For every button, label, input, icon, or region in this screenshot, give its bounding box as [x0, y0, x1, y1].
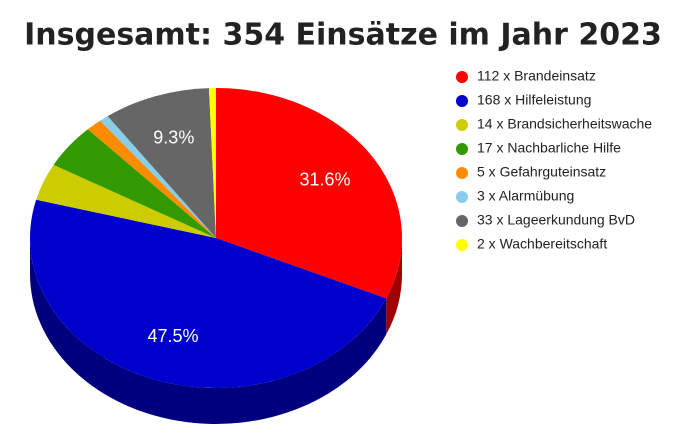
- legend-label: 17 x Nachbarliche Hilfe: [477, 140, 621, 156]
- slice: [216, 88, 402, 299]
- legend-label: 2 x Wachbereitschaft: [477, 236, 607, 252]
- legend-marker: [456, 191, 468, 203]
- slice: [53, 129, 217, 238]
- slice-side: [386, 238, 402, 335]
- legend-label: 168 x Hilfeleistung: [477, 92, 591, 108]
- legend-marker: [456, 71, 468, 83]
- slice: [208, 88, 216, 238]
- slice: [29, 199, 387, 388]
- legend-label: 14 x Brandsicherheitswache: [477, 116, 652, 132]
- legend-marker: [456, 239, 468, 251]
- value-label: 47.5%: [148, 326, 199, 346]
- value-label: 31.6%: [300, 169, 351, 189]
- legend-marker: [456, 143, 468, 155]
- legend-marker: [456, 215, 468, 227]
- slice-side: [30, 238, 387, 424]
- legend-label: 5 x Gefahrguteinsatz: [477, 164, 606, 180]
- legend-marker: [456, 95, 468, 107]
- legend-label: 33 x Lageerkundung BvD: [477, 212, 635, 228]
- slice: [107, 88, 216, 238]
- slice: [36, 164, 216, 238]
- slice: [100, 116, 216, 238]
- legend-label: 3 x Alarmübung: [477, 188, 574, 204]
- legend-label: 112 x Brandeinsatz: [477, 68, 596, 84]
- value-label: 9.3%: [153, 127, 194, 147]
- slice: [87, 120, 216, 238]
- legend-marker: [456, 167, 468, 179]
- legend-marker: [456, 119, 468, 131]
- chart-title: Insgesamt: 354 Einsätze im Jahr 2023: [24, 18, 662, 53]
